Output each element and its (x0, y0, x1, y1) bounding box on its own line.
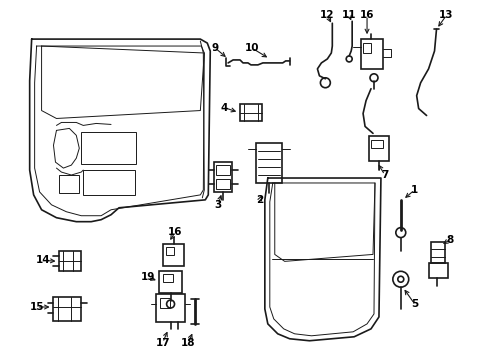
Bar (53, 297, 81, 321)
Text: 16: 16 (359, 10, 373, 20)
Bar (83, 170, 135, 195)
Text: 11: 11 (341, 10, 356, 20)
Text: 13: 13 (438, 10, 453, 20)
Text: 4: 4 (220, 103, 227, 113)
Bar (240, 104, 262, 121)
Text: 10: 10 (244, 43, 259, 53)
Bar (214, 162, 232, 192)
Bar (160, 298, 169, 308)
Text: 12: 12 (320, 10, 334, 20)
Text: 16: 16 (168, 226, 183, 237)
Text: 2: 2 (256, 195, 263, 205)
Text: 18: 18 (181, 338, 195, 348)
Bar (60, 175, 79, 193)
Bar (163, 244, 184, 266)
Bar (362, 43, 370, 53)
Bar (165, 247, 173, 255)
Bar (216, 165, 230, 175)
Bar (368, 136, 388, 161)
Bar (60, 251, 81, 271)
Bar (360, 39, 382, 69)
Text: 15: 15 (29, 302, 44, 312)
Text: 7: 7 (381, 170, 388, 180)
Text: 17: 17 (155, 338, 170, 348)
Bar (370, 140, 382, 148)
Text: 3: 3 (214, 200, 222, 210)
Bar (427, 264, 447, 278)
Bar (255, 143, 281, 183)
Text: 1: 1 (410, 185, 417, 195)
Bar (158, 271, 182, 293)
Bar (81, 132, 136, 164)
Bar (163, 274, 172, 282)
Text: 9: 9 (211, 43, 218, 53)
Text: 5: 5 (410, 299, 417, 309)
Text: 19: 19 (140, 272, 155, 282)
Text: 14: 14 (36, 255, 51, 265)
Bar (216, 179, 230, 189)
Text: 8: 8 (446, 234, 453, 244)
Bar (429, 242, 445, 264)
Bar (155, 294, 185, 322)
